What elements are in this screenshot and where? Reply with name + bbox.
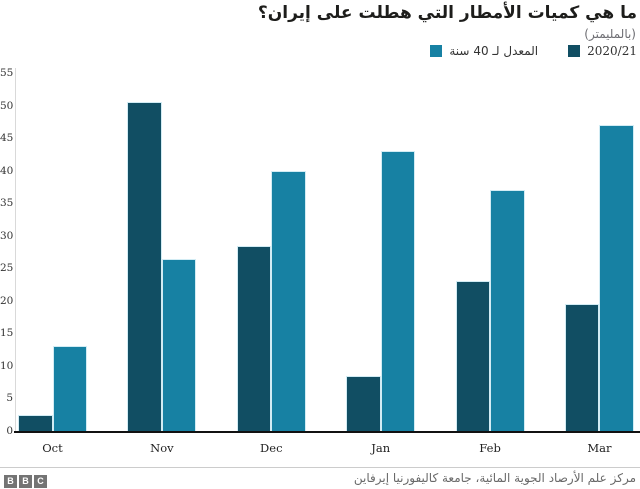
bbc-logo-letter: C xyxy=(34,475,47,488)
bbc-logo-letter: B xyxy=(4,475,17,488)
bar xyxy=(52,346,87,431)
bbc-logo-letter: B xyxy=(19,475,32,488)
bar-plot-area xyxy=(16,73,640,431)
x-axis-label-feb: Feb xyxy=(479,441,501,455)
bar xyxy=(127,102,162,431)
legend-item-2020-21: 2020/21 xyxy=(568,44,637,58)
x-axis-label-oct: Oct xyxy=(42,441,63,455)
bar xyxy=(564,304,600,431)
bar xyxy=(380,151,416,431)
y-axis-tick-label: 20 xyxy=(0,294,14,307)
y-axis-tick-label: 35 xyxy=(0,197,14,210)
x-axis-category-labels: Oct Nov Dec Jan Feb Mar xyxy=(16,441,640,455)
y-axis-tick-label: 50 xyxy=(0,99,14,112)
bar xyxy=(455,281,491,431)
x-axis-label-dec: Dec xyxy=(260,441,283,455)
legend-swatch-40yr-average xyxy=(430,45,443,57)
y-axis-tick-label: 0 xyxy=(6,425,13,437)
chart-subtitle-unit: (بالمليمتر) xyxy=(584,27,636,41)
bar-group-jan xyxy=(346,73,416,431)
x-axis-label-jan: Jan xyxy=(371,441,391,455)
y-axis-tick-label: 15 xyxy=(0,327,14,340)
bar xyxy=(18,414,53,431)
bar-group-oct xyxy=(18,73,87,431)
y-axis-tick-label: 10 xyxy=(0,359,14,372)
legend-swatch-2020-21 xyxy=(568,45,581,57)
bar-group-mar xyxy=(564,73,634,431)
legend: المعدل لـ 40 سنة 2020/21 xyxy=(430,44,637,58)
y-axis-tick-label: 5 xyxy=(6,392,13,405)
legend-item-40yr-average: المعدل لـ 40 سنة xyxy=(430,44,538,58)
source-text: مركز علم الأرصاد الجوية المائية، جامعة ك… xyxy=(353,471,636,485)
bar-group-dec xyxy=(236,73,306,431)
y-axis-tick-label: 40 xyxy=(0,164,14,177)
bar xyxy=(236,245,272,431)
bar xyxy=(346,375,381,431)
chart-title: ما هي كميات الأمطار التي هطلت على إيران؟ xyxy=(257,3,637,23)
bar xyxy=(599,125,634,431)
bar-group-nov xyxy=(127,73,197,431)
bar xyxy=(161,258,197,431)
x-axis-label-nov: Nov xyxy=(150,441,174,455)
y-axis-tick-label: 30 xyxy=(0,229,14,242)
y-axis-tick-label: 45 xyxy=(0,132,14,145)
x-axis-line xyxy=(14,431,640,433)
footer-divider xyxy=(0,467,640,468)
y-axis-tick-label: 55 xyxy=(0,67,14,79)
bar xyxy=(490,190,525,431)
x-axis-label-mar: Mar xyxy=(587,441,612,455)
bar xyxy=(271,170,306,431)
y-axis-line xyxy=(15,68,16,432)
legend-label-2020-21: 2020/21 xyxy=(587,44,637,58)
legend-label-40yr-average: المعدل لـ 40 سنة xyxy=(449,44,539,58)
bar-group-feb xyxy=(455,73,525,431)
y-axis-tick-label: 25 xyxy=(0,262,14,275)
bbc-logo: B B C xyxy=(4,475,47,488)
